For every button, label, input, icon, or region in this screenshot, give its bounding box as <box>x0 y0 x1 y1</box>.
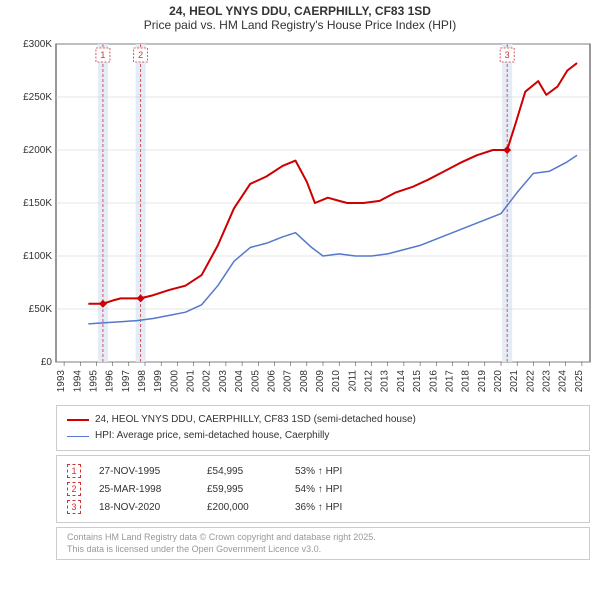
x-axis-label: 1999 <box>153 370 164 393</box>
y-axis-label: £250K <box>23 92 52 103</box>
chart-title-line2: Price paid vs. HM Land Registry's House … <box>0 18 600 38</box>
transaction-row: 3 18-NOV-2020 £200,000 36% ↑ HPI <box>67 498 579 516</box>
x-axis-label: 2005 <box>250 370 261 393</box>
x-axis-label: 2004 <box>234 370 245 393</box>
transaction-diff: 53% ↑ HPI <box>295 466 385 477</box>
transaction-marker: 3 <box>67 500 81 514</box>
transaction-marker: 1 <box>67 464 81 478</box>
footnote-line2: This data is licensed under the Open Gov… <box>67 544 579 556</box>
x-axis-label: 1995 <box>88 370 99 393</box>
x-axis-label: 2022 <box>525 370 536 393</box>
x-axis-label: 2015 <box>412 370 423 393</box>
x-axis-label: 2006 <box>266 370 277 393</box>
x-axis-label: 2000 <box>169 370 180 393</box>
y-axis-label: £150K <box>23 198 52 209</box>
legend-label-property: 24, HEOL YNYS DDU, CAERPHILLY, CF83 1SD … <box>95 412 416 428</box>
transaction-diff: 36% ↑ HPI <box>295 502 385 513</box>
transaction-price: £59,995 <box>207 484 277 495</box>
transaction-marker: 2 <box>67 482 81 496</box>
x-axis-label: 2017 <box>444 370 455 393</box>
x-axis-label: 2025 <box>574 370 585 393</box>
x-axis-label: 2021 <box>509 370 520 393</box>
x-axis-label: 2014 <box>396 370 407 393</box>
legend-row-hpi: HPI: Average price, semi-detached house,… <box>67 428 579 444</box>
x-axis-label: 2003 <box>218 370 229 393</box>
x-axis-label: 2010 <box>331 370 342 393</box>
x-axis-label: 2001 <box>186 370 197 393</box>
transaction-date: 25-MAR-1998 <box>99 484 189 495</box>
chart-marker-label: 1 <box>100 50 105 60</box>
chart-marker-label: 2 <box>138 50 143 60</box>
y-axis-label: £0 <box>41 357 53 368</box>
x-axis-label: 2023 <box>542 370 553 393</box>
x-axis-label: 1993 <box>56 370 67 393</box>
x-axis-label: 2020 <box>493 370 504 393</box>
x-axis-label: 2011 <box>347 370 358 392</box>
y-axis-label: £300K <box>23 39 52 50</box>
y-axis-label: £200K <box>23 145 52 156</box>
legend-swatch-property <box>67 419 89 421</box>
transaction-price: £54,995 <box>207 466 277 477</box>
x-axis-label: 2019 <box>477 370 488 393</box>
chart-marker-label: 3 <box>505 50 510 60</box>
transaction-row: 1 27-NOV-1995 £54,995 53% ↑ HPI <box>67 462 579 480</box>
x-axis-label: 2013 <box>380 370 391 393</box>
chart-title-line1: 24, HEOL YNYS DDU, CAERPHILLY, CF83 1SD <box>0 0 600 18</box>
footnote-line1: Contains HM Land Registry data © Crown c… <box>67 532 579 544</box>
x-axis-label: 2008 <box>299 370 310 393</box>
transaction-date: 18-NOV-2020 <box>99 502 189 513</box>
x-axis-label: 2018 <box>461 370 472 393</box>
x-axis-label: 1994 <box>72 370 83 393</box>
price-chart: £0 £50K £100K £150K £200K £250K £300K 1993 1994 1… <box>0 38 600 401</box>
transaction-date: 27-NOV-1995 <box>99 466 189 477</box>
chart-svg: £0 £50K £100K £150K £200K £250K £300K 1993 1994 1… <box>0 38 600 398</box>
legend-swatch-hpi <box>67 436 89 437</box>
legend-label-hpi: HPI: Average price, semi-detached house,… <box>95 428 329 444</box>
y-axis-label: £100K <box>23 251 52 262</box>
x-axis-label: 2012 <box>364 370 375 393</box>
x-axis-label: 2007 <box>283 370 294 393</box>
footnote-box: Contains HM Land Registry data © Crown c… <box>56 527 590 560</box>
transactions-box: 1 27-NOV-1995 £54,995 53% ↑ HPI 2 25-MAR-1998… <box>56 455 590 523</box>
y-axis-label: £50K <box>29 304 53 315</box>
transaction-diff: 54% ↑ HPI <box>295 484 385 495</box>
x-axis-label: 2024 <box>558 370 569 393</box>
x-axis-label: 1997 <box>121 370 132 393</box>
legend-box: 24, HEOL YNYS DDU, CAERPHILLY, CF83 1SD … <box>56 405 590 451</box>
x-axis-label: 2002 <box>202 370 213 393</box>
x-axis-label: 1996 <box>105 370 116 393</box>
x-axis-label: 2016 <box>428 370 439 393</box>
x-axis-label: 2009 <box>315 370 326 393</box>
x-axis-label: 1998 <box>137 370 148 393</box>
transaction-row: 2 25-MAR-1998 £59,995 54% ↑ HPI <box>67 480 579 498</box>
legend-row-property: 24, HEOL YNYS DDU, CAERPHILLY, CF83 1SD … <box>67 412 579 428</box>
transaction-price: £200,000 <box>207 502 277 513</box>
